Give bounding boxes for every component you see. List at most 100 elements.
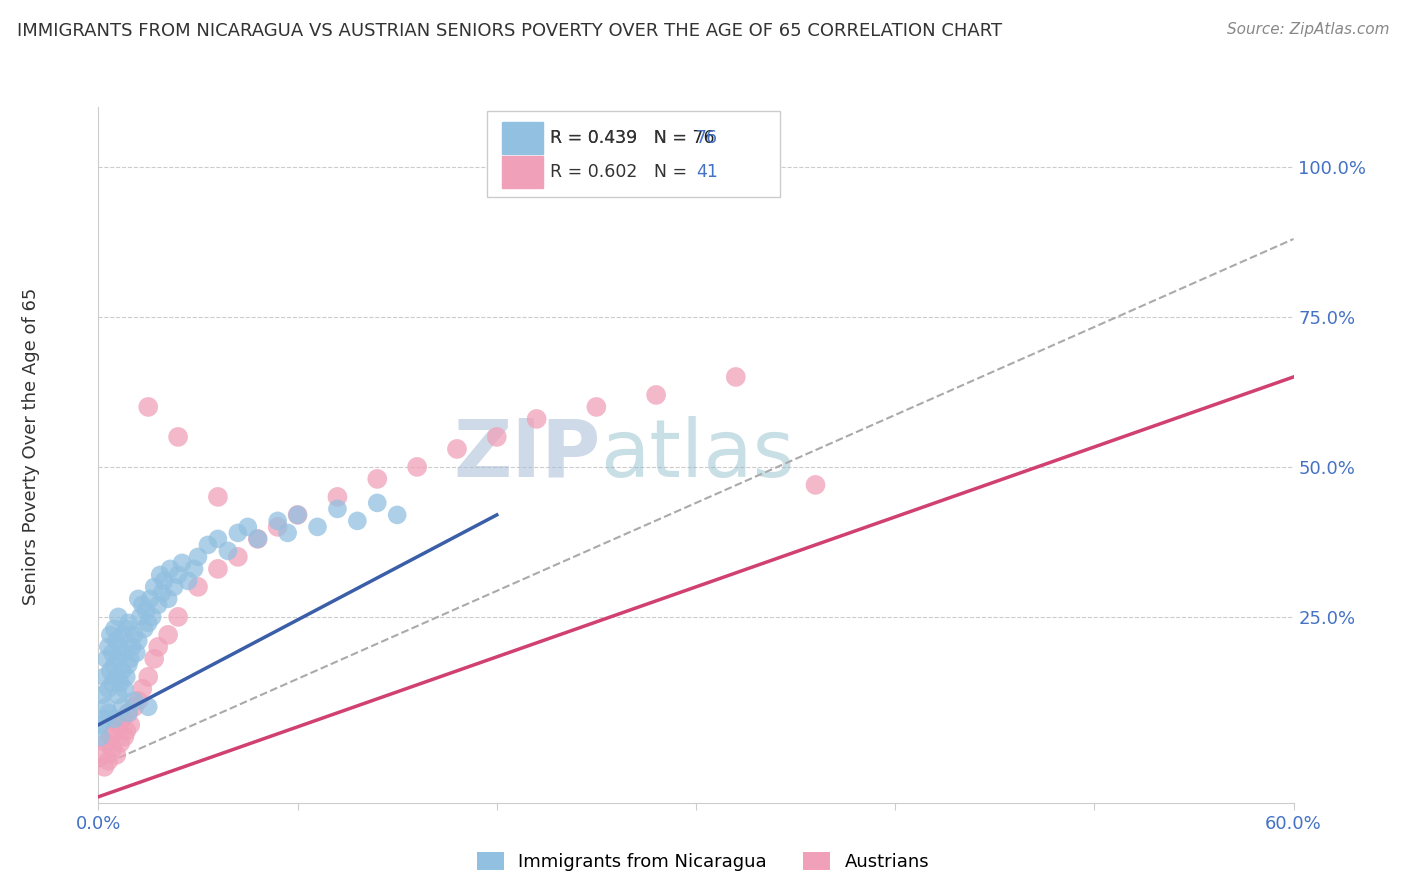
Point: [105, 633, 128, 648]
Point: [585, 400, 607, 414]
Text: atlas: atlas: [600, 416, 794, 494]
Point: [97, 754, 120, 768]
Point: [96, 736, 118, 750]
Point: [112, 730, 135, 744]
Point: [110, 676, 132, 690]
Point: [93, 670, 115, 684]
Point: [120, 652, 142, 666]
Point: [103, 712, 125, 726]
Point: [183, 562, 205, 576]
Point: [131, 681, 153, 696]
Point: [89, 718, 111, 732]
FancyBboxPatch shape: [486, 111, 780, 197]
Point: [267, 520, 290, 534]
Point: [127, 591, 149, 606]
Point: [107, 688, 129, 702]
Point: [135, 604, 157, 618]
Point: [103, 657, 125, 672]
Point: [236, 520, 259, 534]
Point: [136, 400, 159, 414]
Point: [267, 514, 290, 528]
Point: [117, 706, 139, 720]
Point: [143, 652, 166, 666]
Point: [167, 567, 190, 582]
Text: ZIP: ZIP: [453, 416, 600, 494]
Point: [136, 670, 159, 684]
Point: [804, 478, 827, 492]
Point: [131, 598, 153, 612]
Point: [187, 549, 209, 564]
Text: R = 0.439   N =: R = 0.439 N =: [550, 128, 693, 146]
Point: [177, 574, 200, 588]
Point: [366, 496, 388, 510]
Point: [107, 718, 129, 732]
Point: [100, 730, 122, 744]
Point: [159, 562, 181, 576]
Point: [115, 622, 138, 636]
Point: [127, 694, 149, 708]
Legend: Immigrants from Nicaragua, Austrians: Immigrants from Nicaragua, Austrians: [470, 845, 936, 879]
Text: 41: 41: [696, 163, 718, 181]
Point: [277, 525, 299, 540]
Point: [111, 699, 134, 714]
Point: [485, 430, 508, 444]
Point: [157, 591, 180, 606]
Point: [107, 652, 129, 666]
Point: [197, 538, 219, 552]
Point: [326, 502, 349, 516]
Point: [287, 508, 309, 522]
Point: [89, 730, 111, 744]
Point: [724, 370, 747, 384]
Point: [246, 532, 269, 546]
Point: [287, 508, 309, 522]
Point: [97, 640, 120, 654]
Point: [172, 556, 194, 570]
Point: [226, 525, 249, 540]
Point: [207, 490, 229, 504]
Text: IMMIGRANTS FROM NICARAGUA VS AUSTRIAN SENIORS POVERTY OVER THE AGE OF 65 CORRELA: IMMIGRANTS FROM NICARAGUA VS AUSTRIAN SE…: [17, 22, 1002, 40]
Point: [136, 615, 159, 630]
Point: [117, 657, 139, 672]
Point: [167, 430, 190, 444]
Point: [101, 676, 124, 690]
Text: Seniors Poverty Over the Age of 65: Seniors Poverty Over the Age of 65: [22, 287, 39, 605]
Point: [153, 574, 176, 588]
Point: [326, 490, 349, 504]
Point: [187, 580, 209, 594]
Point: [385, 508, 409, 522]
Point: [157, 628, 180, 642]
Point: [93, 712, 115, 726]
Point: [103, 622, 125, 636]
Point: [101, 741, 124, 756]
Point: [103, 723, 125, 738]
Point: [97, 681, 120, 696]
Point: [112, 681, 135, 696]
Text: Source: ZipAtlas.com: Source: ZipAtlas.com: [1226, 22, 1389, 37]
Point: [111, 664, 134, 678]
Point: [124, 694, 146, 708]
Point: [117, 706, 139, 720]
Point: [446, 442, 468, 456]
Point: [217, 544, 239, 558]
Point: [124, 628, 146, 642]
Point: [125, 646, 148, 660]
Point: [100, 664, 122, 678]
Point: [526, 412, 548, 426]
Point: [105, 747, 128, 762]
Point: [346, 514, 368, 528]
Point: [110, 736, 132, 750]
Point: [645, 388, 668, 402]
Text: R = 0.602   N =: R = 0.602 N =: [550, 163, 693, 181]
Point: [129, 610, 152, 624]
Point: [134, 622, 156, 636]
Point: [127, 633, 149, 648]
Point: [139, 591, 162, 606]
Point: [117, 615, 139, 630]
Point: [148, 598, 170, 612]
Point: [143, 580, 166, 594]
Point: [136, 699, 159, 714]
Point: [115, 723, 138, 738]
Point: [149, 567, 172, 582]
Point: [226, 549, 249, 564]
Point: [148, 640, 170, 654]
